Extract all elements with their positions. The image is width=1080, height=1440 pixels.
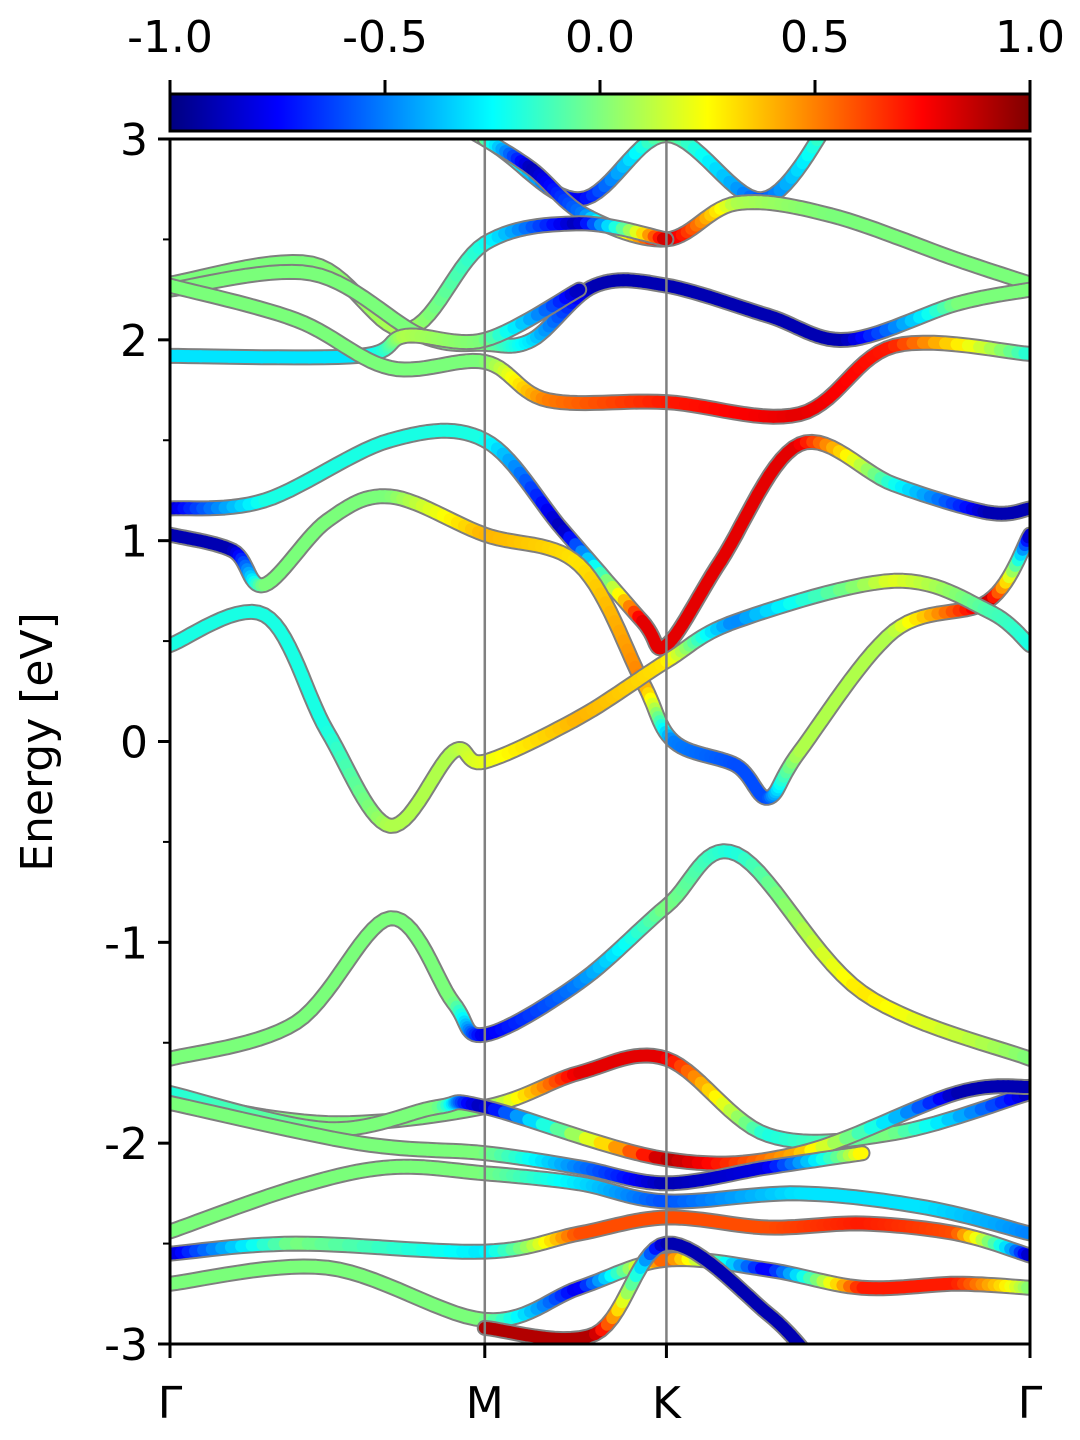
y-axis: 3 2 1 0 -1 -2 -3 [104, 115, 170, 1371]
colorbar-ticks: -1.0 -0.5 0.0 0.5 1.0 [127, 12, 1065, 94]
band-lines [170, 62, 1030, 1364]
band-17 [476, 1235, 816, 1364]
y-tick-label: -1 [104, 918, 148, 969]
band-10 [170, 843, 1030, 1067]
colorbar-tick-label: 1.0 [995, 12, 1065, 63]
band-16 [170, 1251, 1030, 1329]
x-tick-label: M [466, 1378, 504, 1429]
band-segment [288, 68, 304, 70]
high-symmetry-lines [483, 139, 668, 1344]
x-tick-label: Γ [158, 1378, 183, 1429]
colorbar-tick-label: -0.5 [342, 12, 428, 63]
band-4 [170, 263, 1030, 354]
y-tick-label: 1 [120, 517, 148, 568]
band-2 [476, 139, 1030, 292]
y-tick-label: -2 [104, 1119, 148, 1170]
y-tick-label: 3 [120, 115, 148, 166]
band-segment [807, 1354, 809, 1357]
band-segment [212, 62, 226, 63]
band-segment [359, 79, 370, 82]
band-7 [170, 422, 1030, 657]
band-14 [170, 1158, 1030, 1242]
band-13 [170, 1095, 871, 1192]
band-segment [370, 82, 381, 85]
colorbar-tick-label: 0.0 [565, 12, 635, 63]
band-segment [812, 1360, 814, 1362]
band-segment [272, 66, 288, 68]
colorbar-tick-label: -1.0 [127, 12, 213, 63]
y-axis-title: Energy [eV] [12, 612, 63, 872]
band-segment [304, 70, 319, 72]
colorbar: -1.0 -0.5 0.0 0.5 1.0 [127, 12, 1065, 133]
y-tick-label: 2 [120, 316, 148, 367]
band-segment [804, 1351, 807, 1354]
band-9 [170, 572, 1030, 834]
colorbar-gradient [168, 92, 1032, 133]
y-tick-label: -3 [104, 1320, 148, 1371]
band-segment [257, 65, 273, 66]
band-segment [654, 139, 671, 142]
x-tick-label: Γ [1018, 1378, 1043, 1429]
band-segment [391, 89, 401, 93]
band-8 [170, 488, 1030, 806]
colorbar-tick-label: 0.5 [780, 12, 850, 63]
y-tick-label: 0 [120, 718, 148, 769]
band-segment [814, 1362, 816, 1364]
band-segment [569, 283, 586, 298]
band-segment [334, 74, 347, 76]
band-segment [226, 63, 241, 64]
band-segment [796, 1341, 807, 1344]
band-segment [241, 64, 257, 65]
band-segment [809, 1357, 811, 1360]
band-segment [661, 139, 679, 142]
band-segment [347, 76, 359, 79]
band-segment [852, 1147, 869, 1160]
band-15 [170, 1209, 1030, 1264]
band-6 [170, 277, 1030, 425]
band-segment [319, 71, 333, 73]
x-tick-label: K [652, 1378, 682, 1429]
